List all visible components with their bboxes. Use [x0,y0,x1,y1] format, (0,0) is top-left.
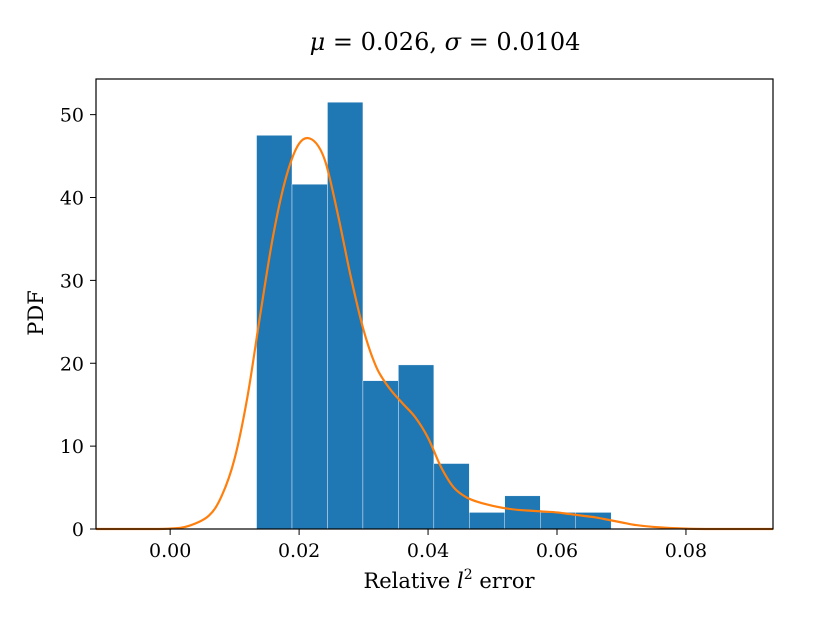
x-tick-label: 0.08 [665,540,707,562]
x-tick-label: 0.02 [278,540,320,562]
histogram-bar [256,135,293,530]
histogram-bar [469,512,505,530]
x-axis-title: Relative l2 error [363,567,535,593]
title-separator: , [429,28,444,56]
histogram-bar [291,184,328,530]
x-tick-label: 0.00 [149,540,191,562]
title-eq-2: = [461,28,496,56]
plot-frame [95,78,774,530]
histogram-bar [504,495,541,530]
title-mu-symbol: μ [310,28,326,56]
title-sigma-symbol: σ [445,28,462,56]
y-tick-label: 0 [72,519,84,541]
y-axis-title: PDF [24,290,48,336]
y-axis: 0 10 20 30 40 50 [60,105,96,541]
y-tick-label: 10 [60,436,84,458]
x-tick-label: 0.06 [536,540,578,562]
xlabel-variable: l [457,569,464,593]
kde-series-line [95,136,774,531]
histogram-bar [398,364,435,530]
y-tick-label: 50 [60,105,84,127]
x-tick-label: 0.04 [407,540,449,562]
title-sigma-value: 0.0104 [496,28,580,56]
x-axis: 0.00 0.02 0.04 0.06 0.08 [149,529,707,562]
y-tick-label: 40 [60,188,84,210]
histogram-bars [256,102,612,530]
title-mu-value: 0.026 [361,28,430,56]
histogram-bar [362,380,399,530]
y-tick-label: 20 [60,353,84,375]
title-eq-1: = [325,28,360,56]
xlabel-prefix: Relative [363,569,457,593]
y-tick-label: 30 [60,270,84,292]
xlabel-superscript: 2 [464,567,473,583]
xlabel-suffix: error [473,569,536,593]
histogram-bar [327,102,364,530]
chart-title: μ = 0.026, σ = 0.0104 [310,28,581,56]
